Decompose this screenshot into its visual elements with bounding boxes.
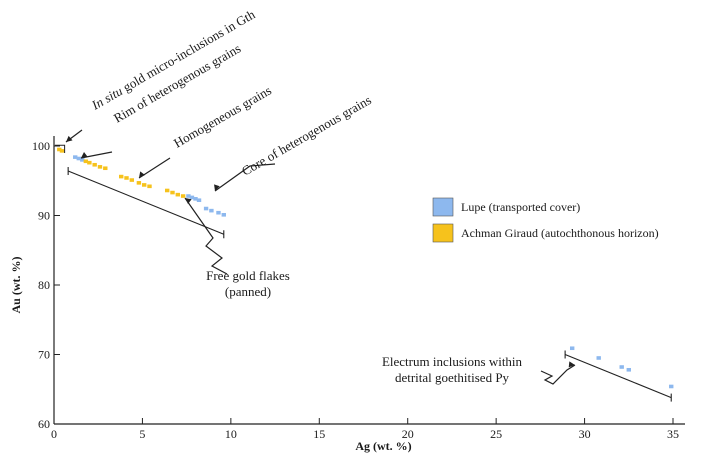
data-point (186, 194, 191, 198)
annotation-text: Homogeneous grains (171, 83, 274, 151)
data-points (54, 144, 674, 389)
data-point (147, 184, 152, 189)
y-tick-label: 80 (38, 278, 50, 292)
x-tick-label: 0 (51, 427, 57, 441)
data-point (626, 367, 631, 372)
data-point (203, 206, 209, 211)
x-tick-label: 15 (313, 427, 325, 441)
y-tick-label: 90 (38, 209, 50, 223)
y-tick-label: 60 (38, 417, 50, 431)
annotation-line: detrital goethitised Py (395, 370, 510, 385)
annotation-homogeneous-grains: Homogeneous grains (171, 83, 274, 151)
legend: Lupe (transported cover) Achman Giraud (a… (432, 197, 659, 243)
arrowhead (214, 184, 220, 191)
annotation-pointer (214, 163, 276, 192)
data-point (569, 346, 575, 351)
annotations: In situ gold micro-inclusions in GthRim … (88, 6, 522, 385)
x-tick-label: 35 (667, 427, 679, 441)
annotation-text: Core of heterogenous grains (239, 92, 374, 178)
annotation-line: Free gold flakes (206, 268, 290, 283)
arrowhead (139, 171, 145, 178)
data-point (216, 210, 221, 215)
annotation-free-gold-flakes: Free gold flakes (panned) (206, 268, 290, 299)
data-point (87, 160, 92, 165)
x-axis-title: Ag (wt. %) (355, 439, 411, 453)
x-tick-label: 5 (139, 427, 145, 441)
legend-label: Achman Giraud (autochthonous horizon) (461, 226, 659, 240)
data-point (141, 183, 147, 187)
arrowhead (66, 135, 73, 142)
data-point (669, 384, 674, 389)
axes: 0 5 10 15 20 25 30 35 60 70 80 90 100 Ag (wt. %) Au (w… (9, 136, 685, 453)
legend-swatch (432, 197, 454, 217)
data-point (97, 165, 103, 169)
x-tick-label: 25 (490, 427, 502, 441)
data-point (221, 213, 226, 217)
data-point (80, 158, 85, 162)
data-point (164, 188, 170, 193)
annotation-pointer (540, 364, 576, 385)
arrowhead (568, 361, 575, 368)
annotation-pointers (65, 129, 576, 385)
annotation-text: Free gold flakes (206, 268, 290, 283)
data-point (124, 176, 129, 180)
data-point (209, 208, 214, 213)
annotation-text: Electrum inclusions within (382, 354, 523, 369)
annotation-line: (panned) (225, 284, 271, 299)
micro-inclusions-bracket (54, 144, 66, 153)
data-point (57, 147, 62, 152)
data-point (136, 181, 142, 185)
data-point (129, 178, 135, 182)
data-point (59, 149, 65, 153)
legend-label: Lupe (transported cover) (461, 200, 580, 214)
x-tick-label: 20 (402, 427, 414, 441)
x-tick-label: 10 (225, 427, 237, 441)
y-tick-label: 70 (38, 348, 50, 362)
range-line (67, 170, 224, 235)
data-point (83, 159, 89, 164)
annotation-line: Electrum inclusions within (382, 354, 523, 369)
annotation-electrum-inclusions: Electrum inclusions within detrital goeth… (382, 354, 523, 385)
data-point (196, 198, 202, 203)
legend-swatch (432, 223, 454, 243)
arrowhead (81, 152, 88, 158)
data-point (119, 174, 124, 179)
data-point (175, 192, 180, 197)
annotation-core-heterogenous: Core of heterogenous grains (239, 92, 374, 178)
arrowhead (185, 198, 192, 204)
x-tick-label: 30 (579, 427, 591, 441)
y-tick-label: 100 (32, 139, 50, 153)
annotation-pointer (184, 197, 228, 275)
range-line (564, 353, 672, 399)
annotation-text: detrital goethitised Py (395, 370, 510, 385)
data-point (189, 195, 195, 200)
range-brackets (67, 167, 672, 402)
data-point (619, 365, 624, 369)
data-point (73, 155, 78, 159)
y-axis-title: Au (wt. %) (9, 257, 23, 314)
annotation-text: (panned) (225, 284, 271, 299)
data-point (103, 166, 108, 171)
data-point (180, 194, 186, 198)
data-point (92, 162, 97, 167)
data-point (596, 356, 601, 360)
data-point (76, 156, 81, 161)
data-point (170, 190, 175, 195)
data-point (193, 197, 198, 201)
